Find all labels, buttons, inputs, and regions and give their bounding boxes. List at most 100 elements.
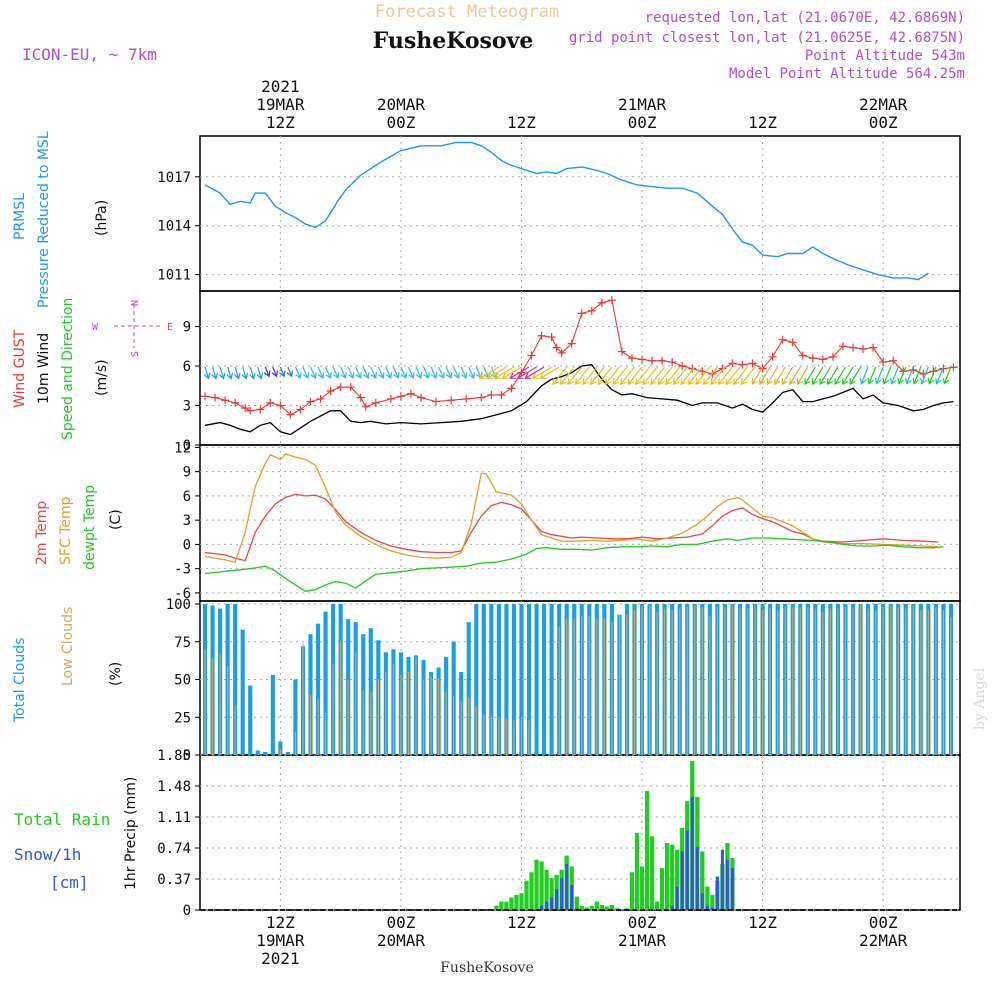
- wind-dir-arrow: [774, 366, 786, 385]
- compass-icon: N S W E: [92, 300, 173, 357]
- gust-marker: [648, 356, 657, 365]
- wind-dir-arrow: [733, 366, 748, 385]
- wind-dir-arrow: [272, 366, 278, 377]
- low-cloud-bar: [777, 610, 779, 755]
- wind-labels: Wind GUST 10m Wind Speed and Direction (…: [12, 298, 173, 440]
- wind-dir-arrow-head: [552, 378, 559, 386]
- wind-dir-arrow-head: [340, 372, 347, 380]
- wind-dir-arrow-head: [302, 372, 310, 380]
- gust-marker: [552, 343, 561, 352]
- compass-s: S: [130, 351, 141, 357]
- wind-dir-arrow: [460, 366, 467, 379]
- wind-dir-arrow-head: [332, 372, 340, 380]
- wind-dir-arrow-head: [751, 378, 758, 386]
- rain-bar: [644, 791, 650, 910]
- total-cloud-bar: [240, 629, 245, 755]
- top-year-label: 2021: [261, 77, 300, 96]
- label-temp-unit: (C): [108, 509, 124, 530]
- gust-marker: [276, 401, 285, 410]
- snow-bar: [710, 907, 714, 910]
- label-total-clouds: Total Clouds: [12, 638, 28, 723]
- panel-frame: [199, 754, 961, 911]
- gust-marker: [587, 306, 596, 315]
- gust-marker: [638, 355, 647, 364]
- rain-bar: [649, 836, 655, 910]
- bottom-time-label: 21MAR: [618, 931, 667, 950]
- wind-dir-arrow-head: [524, 372, 532, 379]
- wind-dir-arrow-head: [310, 372, 317, 380]
- wind-dir-arrow: [665, 366, 681, 385]
- wind-dir-arrow: [475, 366, 482, 379]
- snow-bar: [545, 901, 549, 910]
- low-cloud-bar: [407, 671, 410, 755]
- gust-marker: [718, 364, 727, 373]
- y-tick-label: 0.74: [157, 841, 191, 857]
- wind-dir-arrow: [332, 366, 339, 379]
- wind-dir-arrow: [627, 366, 643, 385]
- low-cloud-bar: [641, 605, 643, 755]
- low-cloud-bar: [513, 720, 515, 755]
- wind-dir-arrow-head: [927, 377, 935, 385]
- total-cloud-bar: [293, 679, 298, 755]
- wind-dir-arrow-head: [325, 372, 332, 380]
- label-wind-unit: (m/s): [94, 359, 110, 396]
- gust-marker: [306, 397, 315, 406]
- snow-bar: [670, 905, 674, 910]
- top-hour-label: 12Z: [266, 113, 295, 132]
- credit-watermark: by Angel: [972, 667, 988, 730]
- gust-marker: [728, 359, 737, 368]
- total-cloud-bar: [519, 604, 524, 755]
- wind-dir-arrow: [340, 366, 347, 379]
- gust-marker: [241, 404, 250, 413]
- gust-marker: [597, 298, 606, 307]
- y-tick-label: 0: [183, 438, 191, 454]
- rain-bar: [544, 869, 549, 910]
- rain-bar: [599, 904, 604, 910]
- total-cloud-bar: [263, 751, 268, 755]
- total-cloud-bar: [233, 604, 238, 755]
- wind-dir-arrow-head: [804, 378, 811, 386]
- low-cloud-bar: [694, 605, 696, 755]
- wind-dir-arrow-head: [582, 378, 589, 386]
- label-wind-dir: Speed and Direction: [60, 298, 76, 440]
- wind-dir-arrow-head: [241, 372, 249, 380]
- wind-dir-arrow-head: [539, 372, 547, 379]
- wind-dir-arrow-head: [733, 378, 740, 386]
- low-cloud-bar: [814, 608, 816, 755]
- rain-bar: [665, 842, 670, 910]
- gust-marker: [869, 343, 878, 352]
- rain-bar: [509, 897, 514, 910]
- wind-dir-arrow: [317, 366, 324, 379]
- y-tick-label: 75: [174, 635, 191, 651]
- wind-dir-arrow-head: [501, 372, 509, 379]
- gust-marker: [627, 354, 636, 363]
- bottom-time-label: 22MAR: [859, 931, 908, 950]
- wind-dir-arrow: [890, 366, 899, 384]
- wind-dir-arrow: [718, 366, 733, 385]
- low-cloud-bar: [558, 626, 560, 755]
- low-cloud-bar: [438, 678, 440, 755]
- label-dewpt-temp: dewpt Temp: [82, 485, 98, 570]
- header-requested: requested lon,lat (21.0670E, 42.6869N): [645, 10, 965, 26]
- low-cloud-bar: [829, 608, 831, 755]
- wind-dir-arrow: [422, 366, 430, 379]
- wind-dir-arrow-head: [445, 372, 453, 380]
- bottom-time-label: 19MAR: [256, 931, 305, 950]
- total-cloud-bar: [549, 604, 554, 755]
- wind-dir-arrow: [597, 366, 613, 385]
- low-cloud-bar: [392, 664, 394, 755]
- rain-bar: [579, 905, 584, 910]
- top-date-label: 21MAR: [618, 95, 667, 114]
- snow-bar: [565, 863, 569, 910]
- wind-dir-arrow-head: [935, 377, 942, 385]
- wind-dir-arrow: [532, 366, 552, 379]
- gust-marker: [818, 355, 827, 364]
- wind-dir-arrow-head: [203, 372, 211, 380]
- wind-dir-arrow-head: [627, 378, 634, 386]
- wind-dir-arrow-head: [796, 378, 803, 386]
- wind-dir-arrow-head: [378, 372, 385, 380]
- label-pressure-unit: (hPa): [94, 200, 110, 236]
- wind-dir-arrow: [898, 366, 907, 384]
- rain-bar: [539, 861, 544, 910]
- gust-marker: [447, 396, 456, 405]
